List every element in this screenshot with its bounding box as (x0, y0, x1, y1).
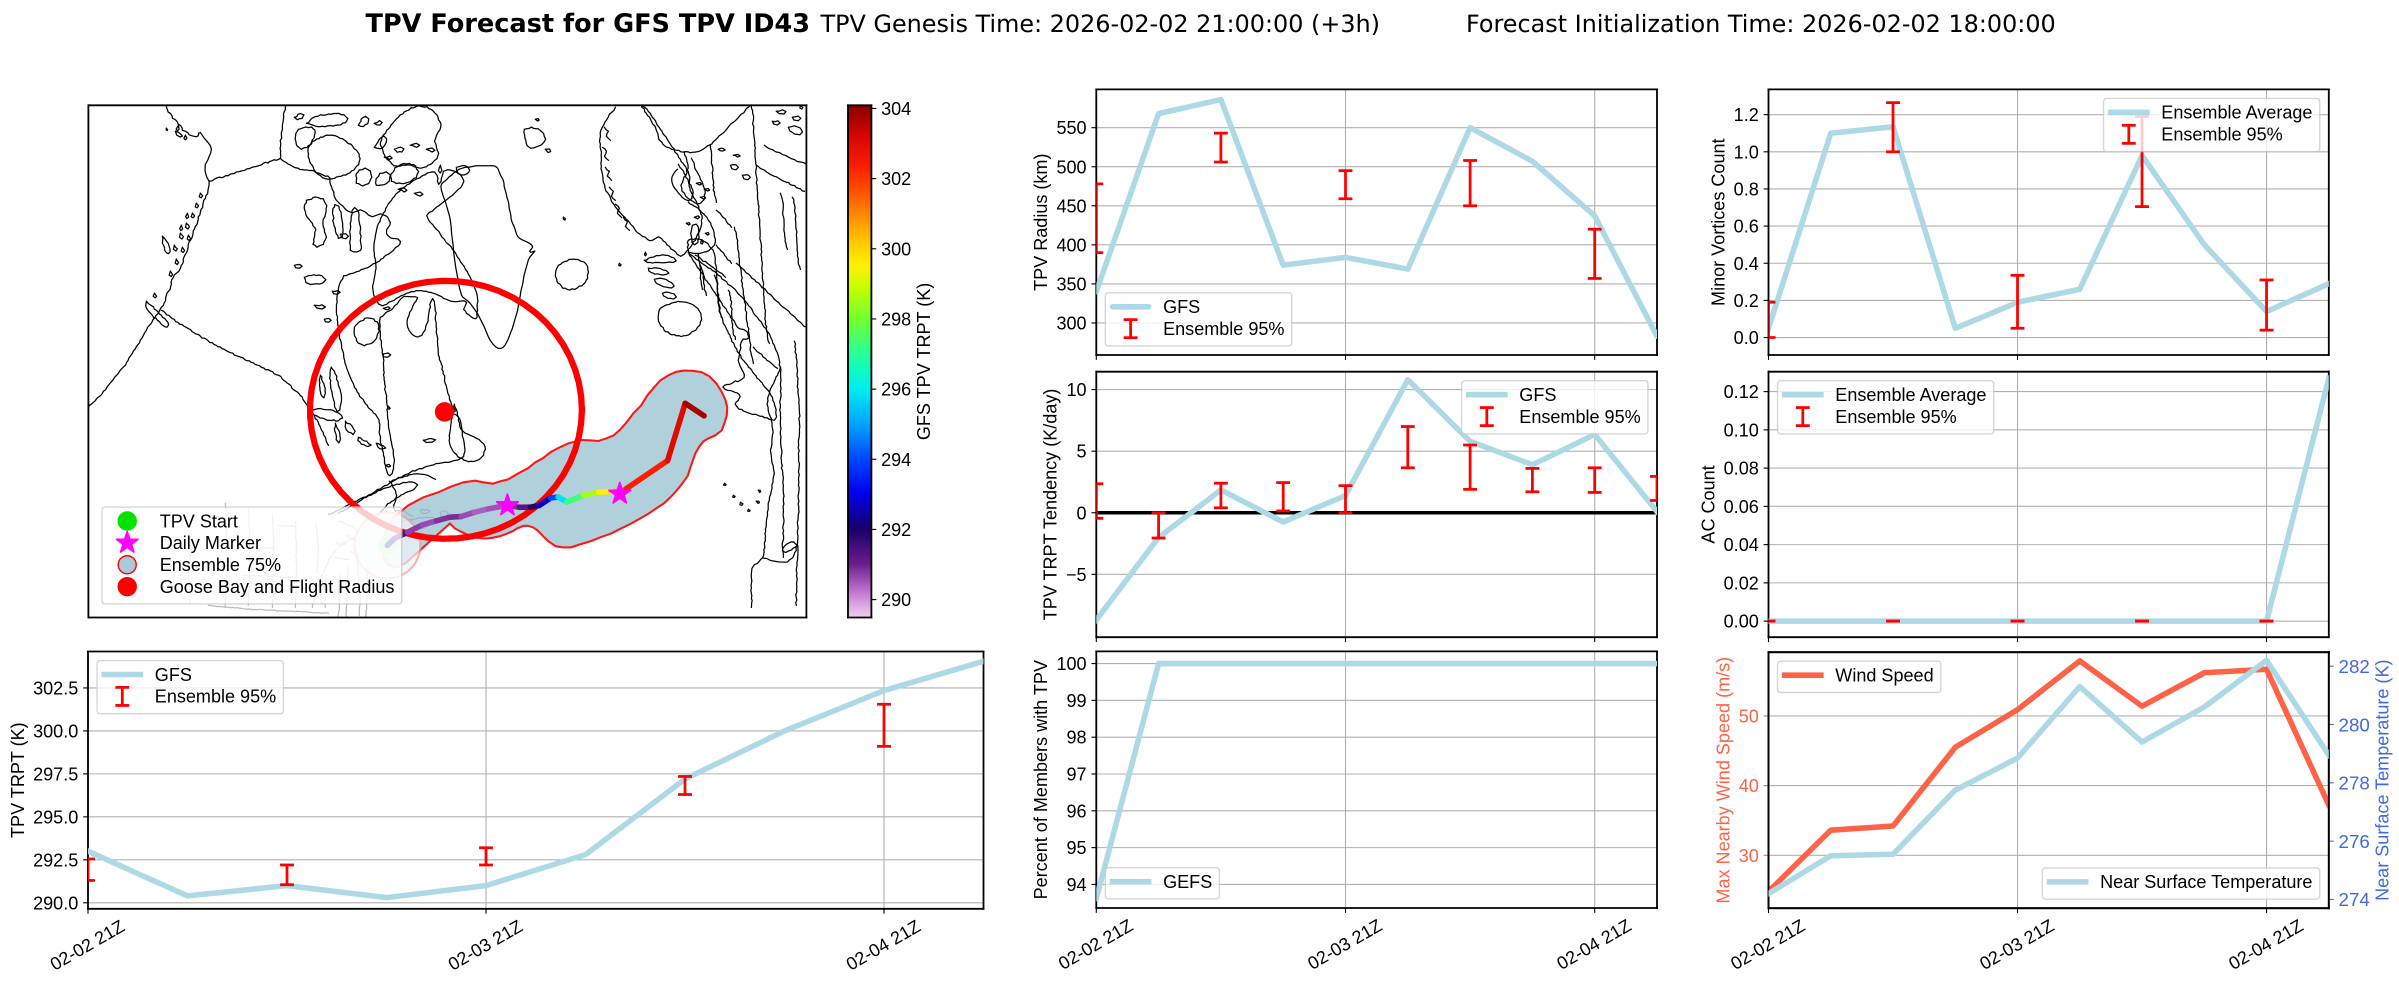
svg-text:500: 500 (1056, 157, 1086, 177)
svg-text:Ensemble 95%: Ensemble 95% (155, 687, 276, 707)
svg-text:Wind Speed: Wind Speed (1835, 666, 1933, 686)
svg-text:GFS: GFS (1163, 297, 1200, 317)
svg-text:302: 302 (881, 169, 911, 189)
svg-text:280: 280 (2339, 714, 2370, 735)
svg-text:10: 10 (1066, 380, 1086, 400)
svg-text:Goose Bay and Flight Radius: Goose Bay and Flight Radius (160, 577, 395, 597)
svg-text:350: 350 (1056, 274, 1086, 294)
svg-text:94: 94 (1066, 875, 1086, 895)
svg-text:TPV Radius (km): TPV Radius (km) (1031, 154, 1051, 291)
svg-text:276: 276 (2339, 831, 2370, 852)
svg-text:0.0: 0.0 (1734, 328, 1759, 348)
svg-text:278: 278 (2339, 773, 2370, 794)
svg-text:282: 282 (2339, 656, 2370, 677)
svg-text:Ensemble 75%: Ensemble 75% (160, 555, 281, 575)
svg-text:290: 290 (881, 590, 911, 610)
svg-text:Near Surface Temperature: Near Surface Temperature (2100, 872, 2312, 892)
svg-text:Minor Vortices Count: Minor Vortices Count (1708, 138, 1728, 306)
svg-text:Ensemble 95%: Ensemble 95% (1163, 319, 1284, 339)
svg-text:97: 97 (1066, 765, 1086, 785)
svg-text:0.4: 0.4 (1734, 254, 1759, 274)
svg-text:400: 400 (1056, 235, 1086, 255)
svg-text:0.6: 0.6 (1734, 217, 1759, 237)
svg-text:GFS: GFS (155, 665, 192, 685)
svg-text:TPV TRPT (K): TPV TRPT (K) (8, 722, 28, 838)
svg-text:296: 296 (881, 380, 911, 400)
svg-text:0.12: 0.12 (1724, 382, 1759, 402)
svg-text:95: 95 (1066, 838, 1086, 858)
svg-text:5: 5 (1077, 442, 1087, 462)
svg-text:GFS TPV TRPT (K): GFS TPV TRPT (K) (914, 283, 934, 440)
svg-text:30: 30 (1739, 846, 1759, 866)
svg-text:0.2: 0.2 (1734, 291, 1759, 311)
svg-text:292: 292 (881, 520, 911, 540)
svg-text:Ensemble Average: Ensemble Average (2161, 103, 2312, 123)
svg-text:AC Count: AC Count (1698, 465, 1718, 543)
svg-text:96: 96 (1066, 801, 1086, 821)
svg-text:98: 98 (1066, 728, 1086, 748)
svg-text:550: 550 (1056, 118, 1086, 138)
svg-text:292.5: 292.5 (33, 850, 78, 870)
svg-text:304: 304 (881, 99, 911, 119)
svg-text:1.0: 1.0 (1734, 142, 1759, 162)
svg-text:Ensemble 95%: Ensemble 95% (2161, 125, 2282, 145)
svg-text:GEFS: GEFS (1163, 872, 1212, 892)
svg-text:302.5: 302.5 (33, 678, 78, 698)
svg-text:TPV Start: TPV Start (160, 511, 238, 531)
svg-text:−5: −5 (1066, 565, 1087, 585)
svg-text:0.02: 0.02 (1724, 573, 1759, 593)
svg-text:Percent of Members with TPV: Percent of Members with TPV (1031, 660, 1051, 899)
svg-text:300.0: 300.0 (33, 721, 78, 741)
svg-text:0.04: 0.04 (1724, 535, 1759, 555)
svg-text:300: 300 (1056, 314, 1086, 334)
svg-text:40: 40 (1739, 776, 1759, 796)
svg-text:294: 294 (881, 450, 911, 470)
svg-text:274: 274 (2339, 889, 2370, 910)
svg-text:0: 0 (1077, 503, 1087, 523)
svg-text:100: 100 (1056, 654, 1086, 674)
svg-text:Ensemble 95%: Ensemble 95% (1519, 407, 1640, 427)
svg-text:300: 300 (881, 239, 911, 259)
svg-text:0.10: 0.10 (1724, 420, 1759, 440)
svg-text:1.2: 1.2 (1734, 105, 1759, 125)
svg-text:50: 50 (1739, 706, 1759, 726)
svg-text:0.06: 0.06 (1724, 497, 1759, 517)
svg-text:Near Surface Temperature (K): Near Surface Temperature (K) (2372, 659, 2392, 900)
svg-text:Ensemble Average: Ensemble Average (1835, 385, 1986, 405)
svg-text:295.0: 295.0 (33, 807, 78, 827)
svg-text:Daily Marker: Daily Marker (160, 533, 261, 553)
svg-text:297.5: 297.5 (33, 764, 78, 784)
svg-text:0.8: 0.8 (1734, 179, 1759, 199)
svg-text:450: 450 (1056, 196, 1086, 216)
svg-text:TPV TRPT Tendency (K/day): TPV TRPT Tendency (K/day) (1041, 389, 1061, 621)
svg-text:290.0: 290.0 (33, 893, 78, 913)
svg-text:GFS: GFS (1519, 385, 1556, 405)
svg-text:Max Nearby Wind Speed (m/s): Max Nearby Wind Speed (m/s) (1713, 657, 1733, 904)
svg-text:Ensemble 95%: Ensemble 95% (1835, 407, 1956, 427)
svg-text:298: 298 (881, 309, 911, 329)
svg-text:99: 99 (1066, 691, 1086, 711)
svg-text:0.08: 0.08 (1724, 459, 1759, 479)
svg-text:0.00: 0.00 (1724, 612, 1759, 632)
